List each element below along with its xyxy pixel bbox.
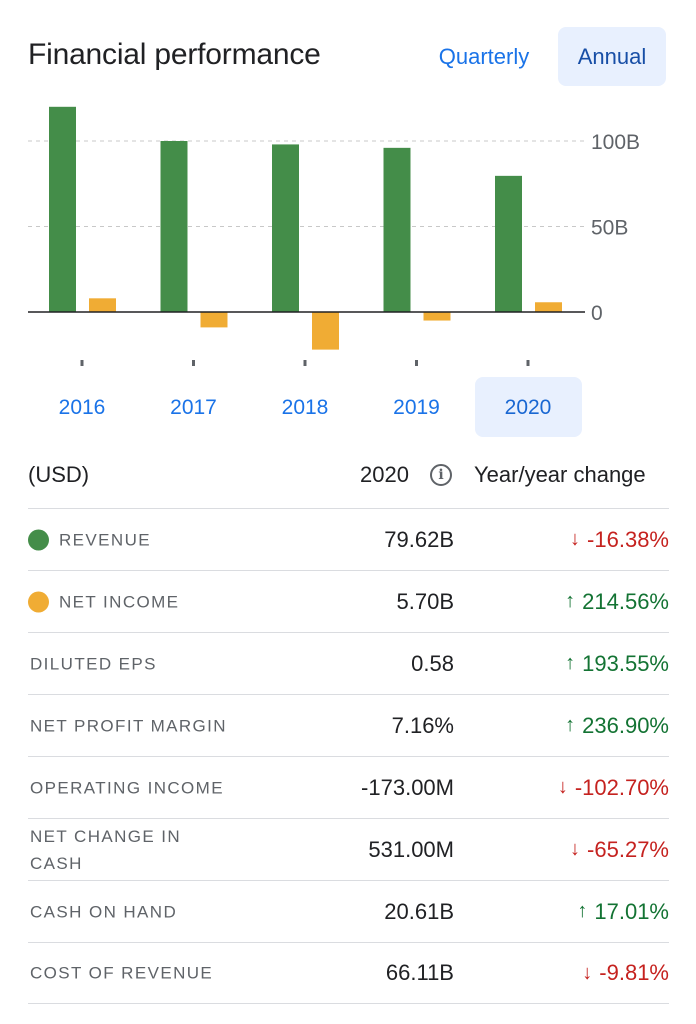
arrow-icon: ↓ xyxy=(582,961,593,984)
x-tick-label[interactable]: 2016 xyxy=(59,396,106,419)
arrow-icon: ↓ xyxy=(570,838,581,860)
row-label: Cost of revenue xyxy=(30,963,214,983)
row-value: 7.16% xyxy=(391,712,454,738)
arrow-icon: ↑ xyxy=(565,714,576,736)
row-label: Revenue xyxy=(59,530,151,549)
info-icon[interactable]: i xyxy=(430,464,452,486)
row-label: Net change in cash xyxy=(30,826,182,873)
row-change-value: -9.81% xyxy=(599,960,669,985)
row-value: 20.61B xyxy=(384,898,454,924)
row-change: ↑ 236.90% xyxy=(560,713,669,739)
table-row: Net income 5.70B ↑ 214.56% xyxy=(28,570,669,632)
page-title: Financial performance xyxy=(28,38,321,71)
revenue-bar xyxy=(495,175,522,312)
table-row: Diluted EPS 0.58 ↑ 193.55% xyxy=(28,632,669,694)
net-income-bar xyxy=(200,312,228,328)
row-value: 531.00M xyxy=(368,836,454,862)
arrow-icon: ↓ xyxy=(570,528,581,550)
row-label: Operating income xyxy=(30,778,224,797)
row-value: 0.58 xyxy=(411,650,454,676)
row-value: 5.70B xyxy=(396,588,455,614)
row-change-value: 236.90% xyxy=(582,712,669,738)
x-tick-label[interactable]: 2018 xyxy=(282,396,329,419)
row-change-value: -16.38% xyxy=(587,526,669,552)
revenue-bar xyxy=(160,141,188,312)
row-value: -173.00M xyxy=(361,774,454,800)
tab-quarterly[interactable]: Quarterly xyxy=(438,44,530,69)
financial-table: Revenue 79.62B ↓ -16.38% Net income 5.70B… xyxy=(28,508,669,1004)
y-tick-label: 50B xyxy=(591,217,628,240)
revenue-dot-icon xyxy=(28,529,49,550)
selected-year-highlight xyxy=(475,377,582,437)
net-income-bar xyxy=(423,312,451,321)
row-change: ↓ -16.38% xyxy=(565,527,669,553)
financial-chart: 100B 50B 0 2016 2017 2018 2019 2020 xyxy=(28,106,640,419)
arrow-icon: ↑ xyxy=(577,900,588,922)
row-change-value: 17.01% xyxy=(594,898,669,924)
y-tick-label: 0 xyxy=(591,302,603,325)
x-tick-label[interactable]: 2019 xyxy=(393,396,440,419)
table-row: Cash on hand 20.61B ↑ 17.01% xyxy=(28,880,669,942)
currency-label: (USD) xyxy=(28,462,90,487)
table-row: Operating income -173.00M ↓ -102.70% xyxy=(28,756,669,818)
row-change: ↑ 17.01% xyxy=(572,899,669,925)
net-income-bar xyxy=(312,312,339,350)
table-row: Cost of revenue 66.11B ↓ -9.81% xyxy=(28,942,669,1004)
row-value: 79.62B xyxy=(384,526,454,552)
row-label: Diluted EPS xyxy=(30,654,157,673)
arrow-icon: ↓ xyxy=(557,776,568,798)
arrow-icon: ↑ xyxy=(565,652,576,674)
revenue-bar xyxy=(272,144,299,312)
x-tick-label[interactable]: 2017 xyxy=(170,396,217,419)
row-change: ↑ 214.56% xyxy=(560,589,669,615)
row-label: Net income xyxy=(59,592,180,611)
row-change: ↓ -65.27% xyxy=(565,837,669,863)
y-tick-label: 100B xyxy=(591,131,640,154)
row-change: ↑ 193.55% xyxy=(560,651,669,677)
table-row: Net change in cash 531.00M ↓ -65.27% xyxy=(28,818,669,880)
row-change: ↓ -9.81% xyxy=(577,960,669,986)
row-change-value: 214.56% xyxy=(582,588,669,614)
revenue-bar xyxy=(383,147,411,312)
revenue-bar xyxy=(49,106,76,312)
net-income-dot-icon xyxy=(28,591,49,612)
row-label: Cash on hand xyxy=(30,902,178,921)
row-change-value: -102.70% xyxy=(574,774,669,800)
x-tick-label[interactable]: 2020 xyxy=(505,396,552,419)
row-change: ↓ -102.70% xyxy=(553,775,669,801)
tab-annual[interactable]: Annual xyxy=(558,27,666,86)
row-change-value: 193.55% xyxy=(582,650,669,676)
row-label: Net profit margin xyxy=(30,716,227,735)
change-column-header: Year/year change xyxy=(474,462,646,487)
row-change-value: -65.27% xyxy=(587,836,669,862)
net-income-bar xyxy=(89,298,116,312)
table-row: Revenue 79.62B ↓ -16.38% xyxy=(28,508,669,570)
table-row: Net profit margin 7.16% ↑ 236.90% xyxy=(28,694,669,756)
arrow-icon: ↑ xyxy=(565,590,576,612)
row-value: 66.11B xyxy=(385,960,454,985)
year-column-header: 2020 xyxy=(360,462,409,487)
net-income-bar xyxy=(535,302,562,312)
